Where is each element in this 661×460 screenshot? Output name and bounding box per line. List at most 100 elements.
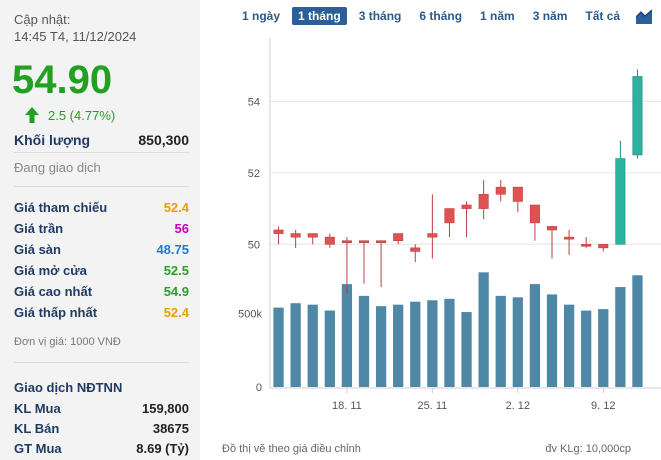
volume-bar <box>495 295 506 387</box>
volume-label: Khối lượng <box>14 132 91 148</box>
time-range-tabs: 1 ngày 1 tháng 3 tháng 6 tháng 1 năm 3 n… <box>236 6 653 26</box>
updated-time: 14:45 T4, 11/12/2024 <box>14 29 137 44</box>
tab-1-year[interactable]: 1 năm <box>480 9 515 23</box>
stat-row-low: Giá thấp nhất 52.4 <box>14 305 189 320</box>
stat-row-open: Giá mở cửa 52.5 <box>14 263 189 278</box>
candle-body <box>273 229 284 234</box>
candle-body <box>393 233 404 242</box>
candle-body <box>324 236 335 245</box>
candle-body <box>478 193 489 209</box>
stat-label: Giá sàn <box>14 242 61 257</box>
stat-label: Giá tham chiếu <box>14 200 108 215</box>
candle-body <box>427 233 438 238</box>
volume-bar <box>529 284 541 387</box>
volume-bar <box>273 307 284 387</box>
candle-body <box>495 186 506 195</box>
foreign-row-sell-volume: KL Bán 38675 <box>14 421 189 436</box>
volume-row: Khối lượng 850,300 <box>14 132 189 148</box>
area-chart-icon[interactable] <box>636 8 653 24</box>
stat-row-reference: Giá tham chiếu 52.4 <box>14 200 189 215</box>
foreign-value: 159,800 <box>142 401 189 416</box>
candle-body <box>410 247 421 252</box>
x-tick-label: 9. 12 <box>591 400 615 412</box>
tab-1-day[interactable]: 1 ngày <box>242 9 281 23</box>
candle-body <box>512 186 523 202</box>
foreign-label: KL Bán <box>14 421 60 436</box>
price-unit-note: Đơn vị giá: 1000 VNĐ <box>14 336 121 348</box>
volume-bar <box>461 312 472 387</box>
volume-bar <box>427 300 438 387</box>
stat-row-high: Giá cao nhất 54.9 <box>14 284 189 299</box>
price-change-value: 2.5 (4.77%) <box>48 107 116 123</box>
candle-body <box>581 243 592 247</box>
stat-value: 52.5 <box>163 263 189 278</box>
volume-bar <box>598 309 609 387</box>
tab-3-years[interactable]: 3 năm <box>532 9 568 23</box>
stat-label: Giá trần <box>14 221 64 236</box>
volume-bar <box>546 294 558 387</box>
volume-bar <box>393 304 404 387</box>
trading-status: Đang giao dịch <box>14 160 101 175</box>
volume-bar <box>375 306 387 387</box>
candle-body <box>461 204 472 209</box>
volume-bar <box>341 284 353 387</box>
stat-value: 48.75 <box>156 242 189 257</box>
price-change: 2.5 (4.77%) <box>24 106 115 124</box>
stat-label: Giá thấp nhất <box>14 305 98 320</box>
divider <box>14 152 189 153</box>
candle-body <box>546 226 557 231</box>
candle-body <box>632 76 643 156</box>
foreign-label: GT Mua <box>14 441 62 456</box>
x-tick-label: 2. 12 <box>506 400 530 412</box>
current-price: 54.90 <box>12 58 113 102</box>
x-tick-label: 25. 11 <box>417 400 447 412</box>
volume-bar <box>324 310 335 387</box>
price-tick-label: 50 <box>248 239 260 251</box>
price-tick-label: 54 <box>248 96 260 108</box>
candle-body <box>615 158 626 245</box>
adjusted-price-note: Đồ thị vẽ theo giá điều chỉnh <box>222 443 361 455</box>
divider <box>14 186 189 187</box>
stat-row-floor: Giá sàn 48.75 <box>14 242 189 257</box>
volume-bar <box>290 303 301 387</box>
stat-row-ceiling: Giá trần 56 <box>14 221 189 236</box>
foreign-row-buy-value: GT Mua 8.69 (Tỷ) <box>14 441 189 456</box>
stat-value: 52.4 <box>163 305 189 320</box>
stat-label: Giá cao nhất <box>14 284 93 299</box>
foreign-value: 38675 <box>152 421 189 436</box>
volume-bar <box>563 304 575 387</box>
divider <box>14 362 189 363</box>
price-tick-label: 52 <box>248 168 260 180</box>
candle-body <box>376 240 387 244</box>
tab-all[interactable]: Tất cả <box>585 9 621 23</box>
candle-body <box>598 243 609 249</box>
volume-bar <box>358 295 370 387</box>
stat-value: 56 <box>174 221 189 236</box>
volume-tick-label: 0 <box>256 382 262 394</box>
foreign-row-buy-volume: KL Mua 159,800 <box>14 401 189 416</box>
volume-bar <box>632 275 643 387</box>
up-arrow-icon <box>25 107 39 123</box>
volume-bar <box>615 287 626 387</box>
tab-3-months[interactable]: 3 tháng <box>358 9 402 23</box>
stat-value: 54.9 <box>163 284 189 299</box>
volume-bar <box>307 304 318 387</box>
price-volume-chart: 50 52 54 0 500k 18. 11 25. 11 2. 12 9. 12 <box>238 38 661 412</box>
stat-value: 52.4 <box>163 200 189 215</box>
tab-6-months[interactable]: 6 tháng <box>419 9 463 23</box>
volume-bar <box>581 310 592 387</box>
volume-bar <box>444 298 455 387</box>
volume-bar <box>410 301 421 387</box>
volume-bar <box>478 272 489 387</box>
volume-value: 850,300 <box>138 132 189 148</box>
foreign-trading-title: Giao dịch NĐTNN <box>14 380 123 395</box>
candle-body <box>444 208 455 224</box>
candle-body <box>359 240 370 244</box>
candle-body <box>341 240 352 244</box>
stat-label: Giá mở cửa <box>14 263 87 278</box>
tab-1-month[interactable]: 1 tháng <box>292 7 347 25</box>
volume-bar <box>512 297 523 387</box>
volume-tick-label: 500k <box>238 309 262 321</box>
candle-body <box>529 204 540 224</box>
candle-body <box>564 236 575 240</box>
